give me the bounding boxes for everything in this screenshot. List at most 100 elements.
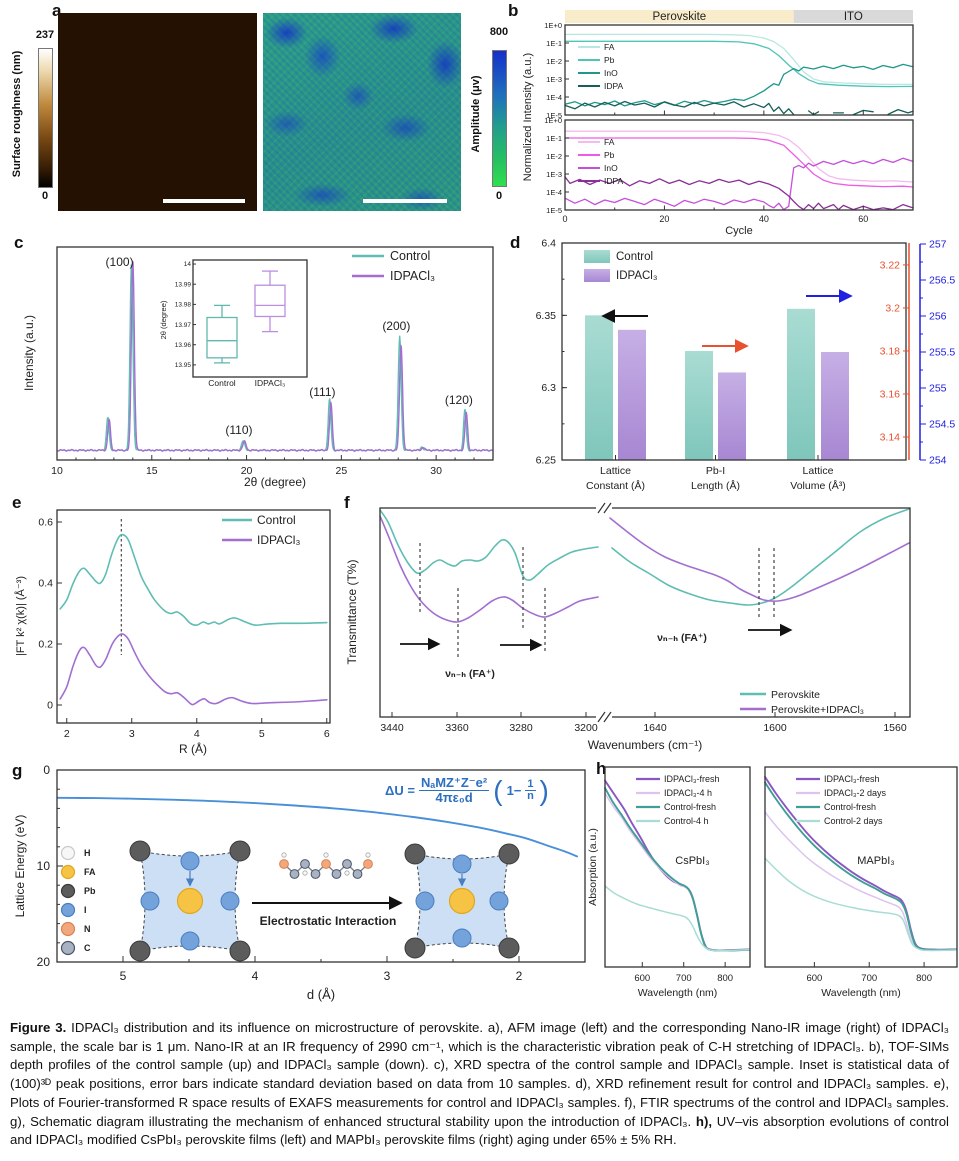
caption-text: UV–vis absorption evolutions of control … xyxy=(10,1113,949,1148)
eq-close-paren: ) xyxy=(539,775,549,807)
eq-one-minus: 1− xyxy=(506,783,522,799)
y-tick-label: 1E-1 xyxy=(546,39,562,48)
x-tick-label: 3440 xyxy=(380,722,404,734)
nh-stretch-label: νₙ₋ₕ (FA⁺) xyxy=(445,668,495,680)
x-tick-label: 0 xyxy=(562,214,567,224)
i-atom xyxy=(180,931,200,951)
perovskite-cage xyxy=(129,840,251,962)
perovskite-cage xyxy=(404,843,520,959)
sims-control-fa xyxy=(564,33,914,86)
legend-label-pb: Pb xyxy=(604,150,615,160)
blue-tick-label: 254.5 xyxy=(929,419,955,431)
blue-tick-label: 256 xyxy=(929,311,947,323)
nano-ir-colorbar xyxy=(492,50,507,187)
inset-y-tick-label: 13.95 xyxy=(175,362,192,369)
x-tick-label: 1600 xyxy=(763,722,787,734)
ftir-perovskite_left xyxy=(379,509,599,581)
xrd-idpacl3 xyxy=(57,261,493,452)
exafs-control xyxy=(59,533,328,626)
xrd-plot-frame xyxy=(56,246,494,461)
x-axis-title: Wavelength (nm) xyxy=(821,987,901,999)
eq-numerator: NₐMZ⁺Z⁻e² xyxy=(418,775,490,792)
legend-label: IDPACl₃ xyxy=(257,533,300,547)
y-tick-label: 0.4 xyxy=(38,578,53,590)
atom-label-h: H xyxy=(84,848,91,858)
legend-swatch-control xyxy=(584,250,610,263)
y-tick-label: 1E+0 xyxy=(544,21,562,30)
left-tick-label: 6.4 xyxy=(541,238,556,250)
legend-label-idpacl3: IDPACl₃ xyxy=(616,270,658,282)
fa-cation xyxy=(448,887,476,915)
x-tick-label: 600 xyxy=(806,973,822,984)
peak-label: (120) xyxy=(445,393,473,407)
y-axis-title: Normalized Intensity (a.u.) xyxy=(522,53,534,181)
y-axis-title: Intensity (a.u.) xyxy=(22,315,36,391)
nano-ir-image xyxy=(263,13,461,211)
sims-control-idpa xyxy=(564,100,795,116)
legend-label-ino: InO xyxy=(604,163,618,173)
sims-plot-frame-control xyxy=(564,24,914,116)
box-IDPACl₃ xyxy=(254,284,286,318)
inset-category-label: Control xyxy=(208,378,236,388)
red-tick-label: 3.18 xyxy=(880,345,901,357)
n-atom-swatch xyxy=(60,921,76,937)
c-atom xyxy=(300,859,310,869)
ftir-plot-frame xyxy=(379,507,911,718)
axis-break-gap xyxy=(596,714,612,720)
x-tick-label: 3280 xyxy=(509,722,533,734)
i-atom xyxy=(452,854,472,874)
h-atom xyxy=(323,852,329,858)
sims-idpacl3-pb xyxy=(564,137,914,188)
i-atom xyxy=(140,891,160,911)
inset-frame xyxy=(192,259,308,378)
legend-label-control: Control xyxy=(616,251,653,263)
legend-label-idpa: IDPA xyxy=(604,81,624,91)
panel-h-label: h xyxy=(596,759,607,778)
x-tick-label: 2 xyxy=(516,969,523,983)
c-atom xyxy=(331,869,342,879)
y-tick-label: 1E+0 xyxy=(544,116,562,125)
eq-lhs: ΔU = xyxy=(385,783,415,799)
bar-idpacl3 xyxy=(821,352,849,460)
exafs-plot-frame xyxy=(56,509,331,724)
x-axis-title: d (Å) xyxy=(307,987,335,1002)
x-tick-label: 800 xyxy=(916,973,932,984)
caption-bold-text: h), xyxy=(695,1113,713,1129)
caption-bold-text: Figure 3. xyxy=(10,1020,67,1035)
atom-label-pb: Pb xyxy=(84,886,96,896)
eq-fraction: NₐMZ⁺Z⁻e² 4πε₀d xyxy=(418,775,490,806)
panel-f-label: f xyxy=(344,493,350,512)
pb-atom-swatch xyxy=(60,883,76,899)
n-atom xyxy=(363,859,373,869)
ftir-idpacl3_right xyxy=(609,517,910,602)
fa-atom-swatch xyxy=(60,864,76,880)
x-tick-label: 3360 xyxy=(445,722,469,734)
panel-c-label: c xyxy=(14,233,24,252)
bar-control xyxy=(685,350,713,460)
pb-atom xyxy=(498,843,520,865)
i-atom xyxy=(180,851,200,871)
legend-swatch-idpacl3 xyxy=(584,269,610,282)
bar-control xyxy=(585,315,613,460)
pb-atom xyxy=(129,940,151,962)
sims-idpacl3-idpa xyxy=(564,176,914,211)
c-atom-swatch xyxy=(60,940,76,956)
group-label: Constant (Å) xyxy=(586,479,645,492)
fa-cation xyxy=(176,887,204,915)
absorption-curve-mapbi₃ xyxy=(764,811,957,951)
blue-tick-label: 257 xyxy=(929,239,947,251)
inset-y-tick-label: 13.98 xyxy=(175,302,192,309)
ito-band-label: ITO xyxy=(844,11,863,23)
legend-label: Control-2 days xyxy=(824,816,883,826)
legend-label: IDPACl₃-4 h xyxy=(664,788,712,798)
legend-label-ino: InO xyxy=(604,68,618,78)
x-axis-title: 2θ (degree) xyxy=(244,475,306,489)
blue-tick-label: 255 xyxy=(929,383,947,395)
i-atom-swatch xyxy=(60,902,76,918)
x-tick-label: 5 xyxy=(259,728,265,740)
legend-label-control: Control xyxy=(390,249,430,263)
legend-label: Control-fresh xyxy=(664,802,716,812)
sims-idpacl3-fa xyxy=(564,130,914,183)
group-label: Volume (Å³) xyxy=(790,479,845,492)
